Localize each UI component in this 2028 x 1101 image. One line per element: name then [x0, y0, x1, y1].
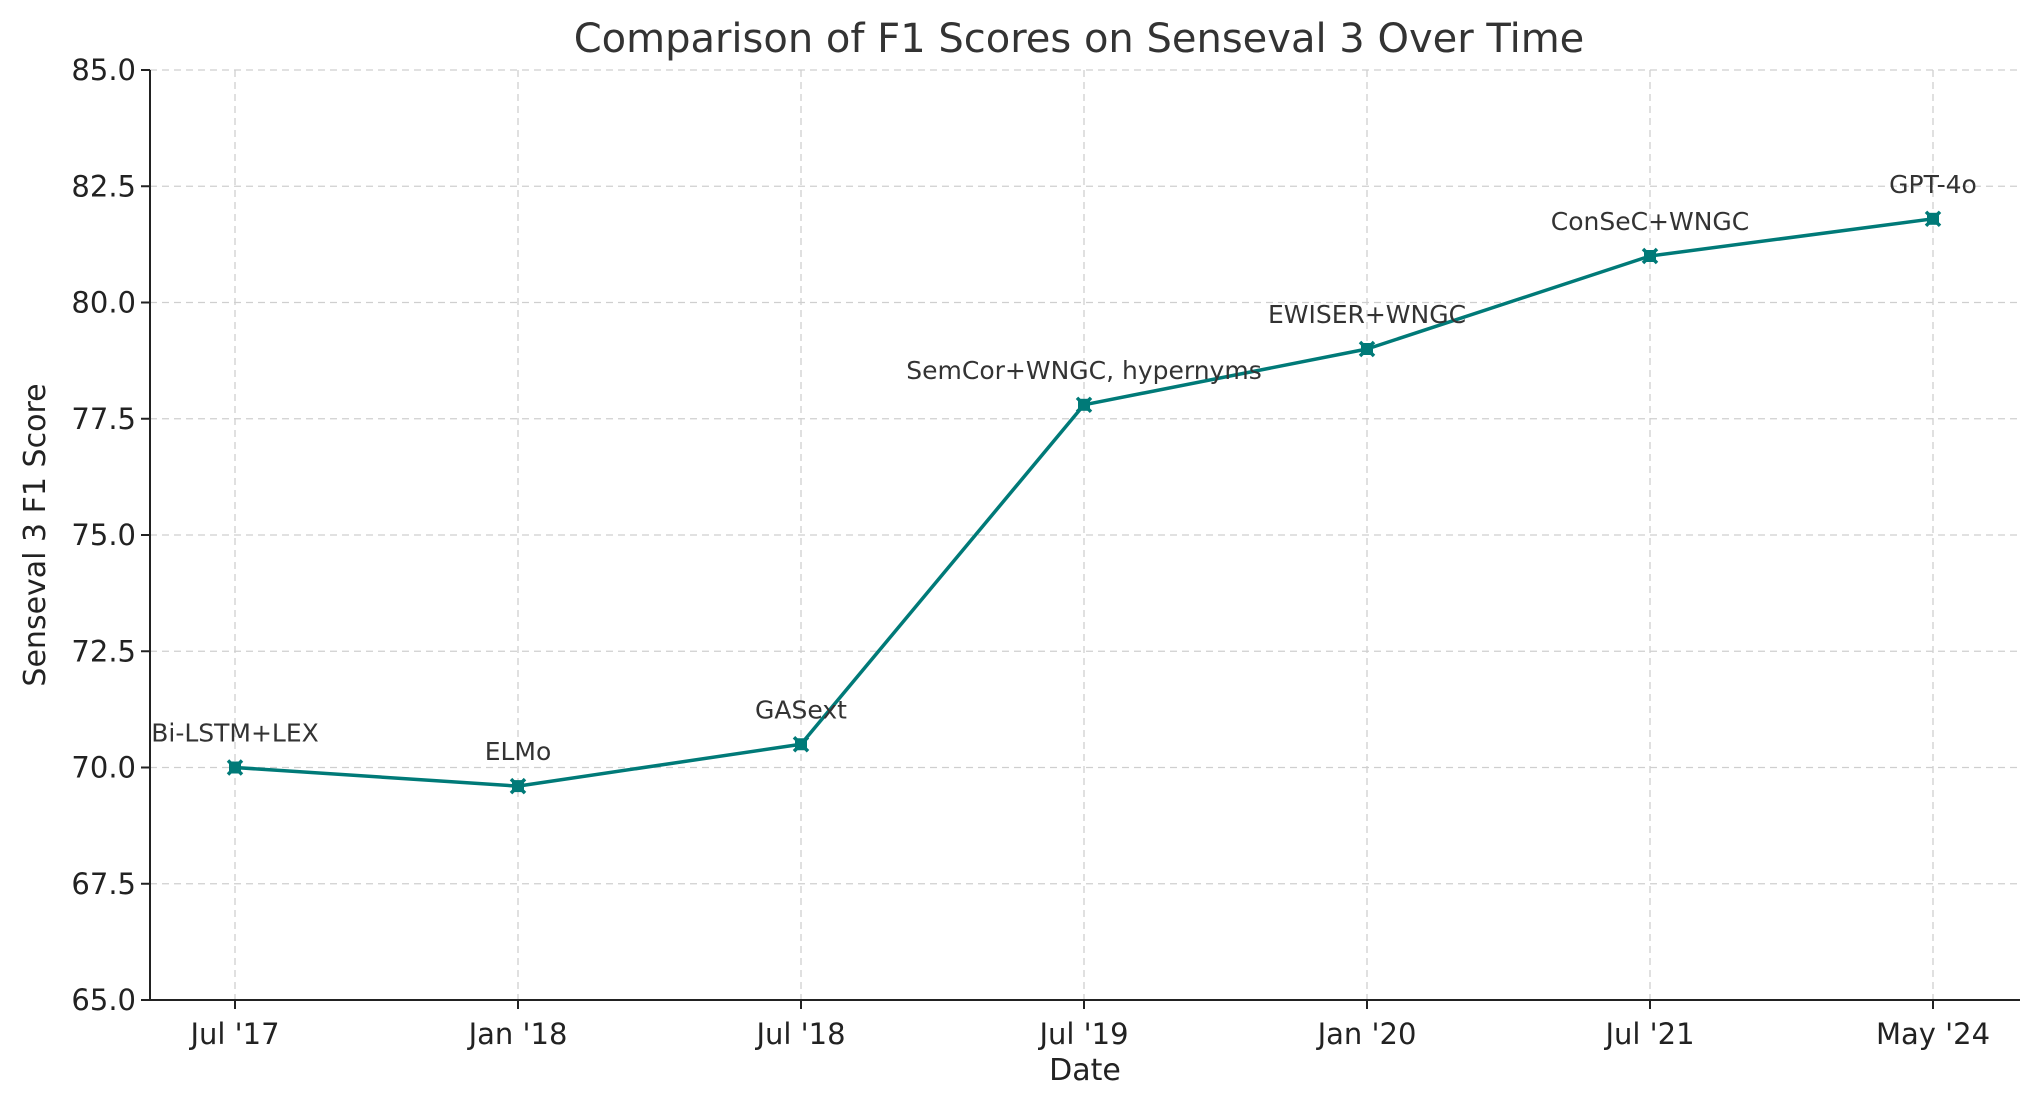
y-tick-label: 72.5 [71, 634, 136, 668]
data-point [1075, 396, 1093, 414]
y-tick-label: 85.0 [71, 53, 136, 87]
x-tick-label: Jul '17 [188, 1017, 279, 1051]
point-marker-x [792, 736, 810, 753]
point-marker-x [1641, 247, 1659, 265]
series: Bi-LSTM+LEX ELMo GASext SemCor+WNGC, hypern… [151, 170, 1977, 795]
point-marker-x [226, 759, 244, 776]
y-tick-label: 82.5 [71, 169, 136, 203]
x-tick-label: May '24 [1876, 1017, 1990, 1051]
chart-title: Comparison of F1 Scores on Senseval 3 Ov… [574, 16, 1585, 62]
x-axis-label: Date [1049, 1053, 1121, 1088]
point-label: SemCor+WNGC, hypernyms [906, 356, 1261, 385]
y-tick-label: 70.0 [71, 751, 136, 785]
point-label: GPT-4o [1889, 170, 1977, 199]
data-point [1641, 247, 1659, 265]
data-point [1924, 210, 1942, 228]
y-tick-label: 75.0 [71, 518, 136, 552]
ticks: 65.0 67.5 70.0 72.5 75.0 77.5 80.0 82.5 85.0 Jul … [71, 53, 1990, 1051]
x-tick-label: Jul '18 [754, 1017, 845, 1051]
y-tick-label: 80.0 [71, 286, 136, 320]
y-axis-label: Senseval 3 F1 Score [18, 383, 53, 686]
point-label: ConSeC+WNGC [1551, 207, 1750, 236]
point-marker-x [1075, 396, 1093, 414]
data-point [226, 759, 244, 776]
point-marker-x [1924, 210, 1942, 228]
data-point [792, 736, 810, 753]
point-label: ELMo [485, 737, 552, 766]
data-point [509, 777, 527, 795]
point-label: GASext [755, 695, 847, 724]
x-tick-label: Jan '18 [467, 1017, 568, 1051]
point-marker-x [509, 777, 527, 795]
grid-lines [150, 69, 2020, 1000]
data-point [1358, 340, 1376, 358]
point-label: Bi-LSTM+LEX [151, 719, 319, 748]
point-label: EWISER+WNGC [1268, 300, 1466, 329]
x-tick-label: Jan '20 [1316, 1017, 1417, 1051]
y-tick-label: 65.0 [71, 983, 136, 1017]
x-tick-label: Jul '19 [1037, 1017, 1128, 1051]
point-marker-x [1358, 340, 1376, 358]
x-tick-label: Jul '21 [1603, 1017, 1694, 1051]
y-tick-label: 77.5 [71, 402, 136, 436]
y-tick-label: 67.5 [71, 867, 136, 901]
